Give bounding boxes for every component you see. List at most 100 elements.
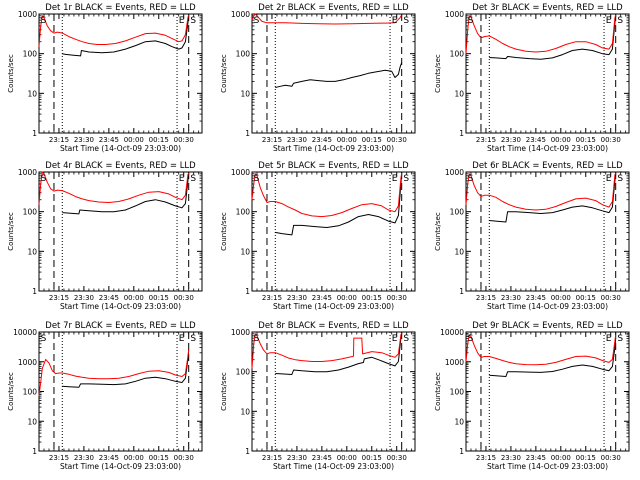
series-lld-line [251, 332, 403, 369]
marker-S-label: S [190, 174, 196, 184]
marker-S-label: S [617, 16, 623, 26]
x-tick-label: 00:15 [362, 294, 382, 302]
y-tick-label: 1 [459, 129, 464, 138]
marker-S-label: S [190, 16, 196, 26]
panel-title: Det 5r BLACK = Events, RED = LLD [258, 161, 409, 171]
y-tick-label: 1000 [445, 168, 464, 177]
x-tick-label: 23:45 [99, 454, 119, 462]
y-tick-label: 10000 [440, 328, 464, 337]
marker-E-label: E [606, 334, 612, 344]
y-tick-label: 100 [236, 50, 251, 59]
marker-E-label: E [392, 174, 398, 184]
y-tick-label: 100 [450, 208, 465, 217]
series-events-line [275, 332, 403, 375]
y-axis-label: Counts/sec [220, 372, 228, 411]
y-axis-label: Counts/sec [434, 54, 442, 93]
x-tick-label: 23:15 [262, 454, 282, 462]
marker-S-label: S [254, 334, 260, 344]
x-tick-label: 23:45 [526, 294, 546, 302]
y-axis-label: Counts/sec [434, 212, 442, 251]
panel-det-6: Det 6r BLACK = Events, RED = LLD 1 10 100 10… [434, 161, 630, 311]
marker-S-label: S [468, 334, 474, 344]
panel-det-7: Det 7r BLACK = Events, RED = LLD 1 10 100 10… [7, 321, 203, 471]
panel-title: Det 8r BLACK = Events, RED = LLD [258, 321, 409, 331]
x-axis-label: Start Time (14-Oct-09 23:03:00) [60, 462, 181, 471]
marker-E-label: E [392, 334, 398, 344]
series-lld-line [38, 349, 190, 397]
y-tick-label: 1000 [445, 358, 464, 367]
panel-title: Det 9r BLACK = Events, RED = LLD [472, 321, 623, 331]
marker-E-label: E [606, 16, 612, 26]
y-tick-label: 1 [245, 447, 250, 456]
x-tick-label: 23:15 [49, 294, 69, 302]
y-axis-label: Counts/sec [434, 372, 442, 411]
x-axis-label: Start Time (14-Oct-09 23:03:00) [60, 302, 181, 311]
x-tick-label: 23:45 [312, 454, 332, 462]
x-tick-label: 00:00 [551, 294, 571, 302]
x-tick-label: 00:15 [576, 136, 596, 144]
x-tick-label: 23:45 [526, 136, 546, 144]
panel-det-4: Det 4r BLACK = Events, RED = LLD 1 10 100 10… [7, 161, 203, 311]
x-axis-label: Start Time (14-Oct-09 23:03:00) [487, 144, 608, 153]
plot-frame [251, 171, 416, 292]
y-axis-label: Counts/sec [7, 54, 15, 93]
y-tick-label: 10 [454, 247, 464, 256]
x-tick-label: 23:45 [99, 136, 119, 144]
x-tick-label: 00:30 [601, 454, 621, 462]
marker-S-label: S [403, 174, 409, 184]
x-axis-label: Start Time (14-Oct-09 23:03:00) [60, 144, 181, 153]
x-tick-label: 00:30 [174, 454, 194, 462]
marker-E-label: E [606, 174, 612, 184]
y-tick-label: 10 [454, 417, 464, 426]
x-tick-label: 00:30 [174, 136, 194, 144]
panel-det-2: Det 2r BLACK = Events, RED = LLD 1 10 100 10… [220, 3, 416, 153]
plot-frame [465, 13, 630, 134]
y-tick-label: 1 [459, 287, 464, 296]
x-tick-label: 00:00 [124, 454, 144, 462]
y-tick-label: 1 [32, 447, 37, 456]
x-tick-label: 23:15 [262, 136, 282, 144]
panel-det-8: Det 8r BLACK = Events, RED = LLD 1 10 100 10… [220, 321, 416, 471]
marker-S-label: S [468, 16, 474, 26]
plot-frame [251, 331, 416, 452]
series-events-line [489, 338, 617, 377]
y-tick-label: 10 [240, 89, 250, 98]
marker-S-label: S [468, 174, 474, 184]
x-tick-label: 23:30 [287, 294, 307, 302]
series-lld-line [465, 172, 617, 211]
y-tick-label: 10 [27, 417, 37, 426]
x-tick-label: 00:00 [551, 454, 571, 462]
x-tick-label: 23:15 [476, 454, 496, 462]
y-tick-label: 1 [245, 287, 250, 296]
x-tick-label: 00:15 [362, 136, 382, 144]
x-tick-label: 00:30 [174, 294, 194, 302]
x-axis-label: Start Time (14-Oct-09 23:03:00) [487, 462, 608, 471]
x-tick-label: 00:30 [387, 454, 407, 462]
x-tick-label: 23:30 [287, 136, 307, 144]
y-tick-label: 1000 [445, 10, 464, 19]
y-tick-label: 100 [236, 368, 251, 377]
y-tick-label: 1000 [231, 168, 250, 177]
y-tick-label: 1000 [18, 10, 37, 19]
plot-frame [38, 171, 203, 292]
series-lld-line [251, 13, 403, 25]
x-tick-label: 23:30 [74, 454, 94, 462]
y-tick-label: 100 [23, 50, 38, 59]
x-tick-label: 23:30 [501, 454, 521, 462]
y-axis-label: Counts/sec [220, 212, 228, 251]
marker-S-label: S [41, 174, 47, 184]
y-tick-label: 10 [454, 89, 464, 98]
x-tick-label: 00:15 [149, 294, 169, 302]
marker-E-label: E [179, 16, 185, 26]
y-tick-label: 1 [32, 129, 37, 138]
panel-title: Det 6r BLACK = Events, RED = LLD [472, 161, 623, 171]
x-tick-label: 23:15 [476, 136, 496, 144]
x-tick-label: 00:30 [601, 136, 621, 144]
x-axis-label: Start Time (14-Oct-09 23:03:00) [273, 144, 394, 153]
marker-S-label: S [403, 334, 409, 344]
panel-det-5: Det 5r BLACK = Events, RED = LLD 1 10 100 10… [220, 161, 416, 311]
y-tick-label: 10000 [13, 328, 37, 337]
panel-title: Det 2r BLACK = Events, RED = LLD [258, 3, 409, 13]
y-tick-label: 10 [240, 247, 250, 256]
